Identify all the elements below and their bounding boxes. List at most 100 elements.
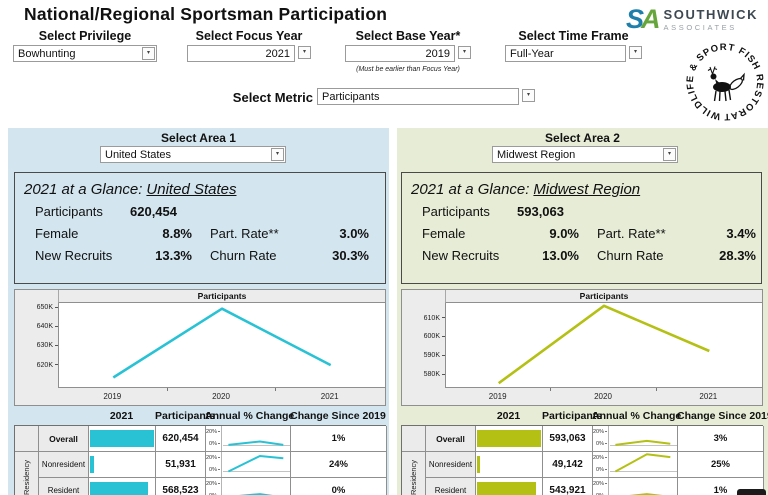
base-year-select[interactable]: 2019	[345, 45, 455, 62]
area1-value: United States	[105, 149, 172, 161]
sparkline-cell: 20% 0%	[206, 478, 291, 495]
glance-heading-area: Midwest Region	[533, 181, 641, 198]
chevron-down-icon[interactable]: ▾	[271, 148, 284, 161]
filter-time-frame: Select Time Frame Full-Year ▾	[505, 29, 642, 62]
sparkline	[610, 426, 677, 451]
cutoff-element[interactable]	[737, 489, 766, 495]
change-cell: 0%	[291, 478, 387, 495]
time-frame-select[interactable]: Full-Year	[505, 45, 626, 62]
part-rate-value: 3.0%	[339, 226, 369, 241]
spark-axis-bottom: 0%	[209, 493, 220, 495]
filter-privilege: Select Privilege Bowhunting ▾	[13, 29, 157, 62]
chevron-down-icon[interactable]: ▾	[522, 89, 535, 102]
metric-value: Participants	[322, 91, 380, 103]
participants-cell: 49,142	[543, 452, 593, 478]
new-recruits-value: 13.0%	[542, 248, 579, 263]
value-bar	[90, 482, 149, 495]
chevron-down-icon[interactable]: ▾	[663, 148, 676, 161]
spark-axis-top: 20%	[593, 481, 607, 487]
participants-cell: 543,921	[543, 478, 593, 495]
chevron-down-icon[interactable]: ▾	[458, 46, 471, 59]
focus-year-value: 2021	[265, 48, 290, 60]
col-header-participants: Participants	[155, 410, 216, 422]
area2-select[interactable]: Midwest Region ▾	[492, 146, 678, 163]
time-frame-label: Select Time Frame	[518, 29, 629, 43]
glance-box: 2021 at a Glance: United States Participa…	[14, 172, 386, 284]
focus-year-select[interactable]: 2021	[187, 45, 295, 62]
bar-cell	[476, 426, 543, 452]
chart-x-axis: 2019 2020 2021	[445, 388, 762, 405]
change-cell: 3%	[678, 426, 764, 452]
page-title: National/Regional Sportsman Participatio…	[24, 4, 388, 24]
chevron-down-icon[interactable]: ▾	[629, 46, 642, 59]
deer-icon	[707, 66, 732, 102]
participants-line-chart: Participants 610K 600K 590K 580K 2019 2020 20…	[401, 289, 763, 406]
area1-select[interactable]: United States ▾	[100, 146, 286, 163]
value-bar	[90, 456, 94, 473]
churn-rate-label: Churn Rate	[597, 248, 664, 263]
sparkline	[610, 452, 677, 477]
southwick-logo: SA SOUTHWICK ASSOCIATES	[626, 6, 758, 33]
chevron-down-icon[interactable]: ▾	[142, 47, 155, 60]
churn-rate-label: Churn Rate	[210, 248, 277, 263]
chevron-down-icon[interactable]: ▾	[298, 46, 311, 59]
group-label-residency: Residency	[402, 452, 426, 495]
participants-cell: 51,931	[156, 452, 206, 478]
spark-axis-bottom: 0%	[209, 467, 220, 473]
filter-base-year: Select Base Year* 2019 ▾ (Must be earlie…	[345, 29, 471, 73]
southwick-logo-name: SOUTHWICK	[663, 7, 759, 22]
row-label-nonresident[interactable]: Nonresident	[39, 452, 89, 478]
value-bar	[90, 430, 154, 447]
metrics-table: 2021 Participants Annual % Change Change…	[401, 409, 768, 495]
row-label-resident[interactable]: Resident	[426, 478, 476, 495]
spark-axis-top: 20%	[206, 429, 220, 435]
privilege-value: Bowhunting	[18, 48, 76, 60]
col-header-change-since: Change Since 2019	[677, 410, 768, 422]
glance-heading: 2021 at a Glance: United States	[24, 181, 385, 198]
spark-axis-bottom: 0%	[596, 493, 607, 495]
part-rate-label: Part. Rate**	[210, 226, 279, 241]
southwick-logo-subtitle: ASSOCIATES	[663, 23, 737, 32]
logo-letter-a: A	[641, 4, 660, 34]
area2-value: Midwest Region	[497, 149, 576, 161]
chart-y-axis: 650K 640K 630K 620K	[15, 303, 58, 388]
row-label-overall[interactable]: Overall	[39, 426, 89, 452]
spark-axis-bottom: 0%	[209, 441, 220, 447]
chart-title: Participants	[58, 290, 385, 303]
change-cell: 1%	[291, 426, 387, 452]
glance-heading-area: United States	[146, 181, 237, 198]
participants-line-chart: Participants 650K 640K 630K 620K 2019 2020 20…	[14, 289, 386, 406]
participants-value: 620,454	[130, 204, 177, 219]
focus-year-label: Select Focus Year	[195, 29, 303, 43]
metric-select[interactable]: Participants	[317, 88, 519, 105]
bar-cell	[89, 452, 156, 478]
value-bar	[477, 430, 541, 447]
area-panel-2: Select Area 2 Midwest Region ▾ 2021 at a…	[397, 128, 768, 495]
group-label-residency: Residency	[15, 452, 39, 495]
fish-icon	[729, 72, 745, 91]
female-value: 9.0%	[549, 226, 579, 241]
row-label-nonresident[interactable]: Nonresident	[426, 452, 476, 478]
row-label-overall[interactable]: Overall	[426, 426, 476, 452]
spark-axis-bottom: 0%	[596, 467, 607, 473]
spark-axis-top: 20%	[593, 455, 607, 461]
sparkline	[223, 426, 290, 451]
glance-heading-prefix: 2021 at a Glance:	[411, 181, 530, 198]
new-recruits-label: New Recruits	[422, 248, 500, 263]
new-recruits-label: New Recruits	[35, 248, 113, 263]
female-value: 8.8%	[162, 226, 192, 241]
bar-cell	[476, 478, 543, 495]
glance-heading: 2021 at a Glance: Midwest Region	[411, 181, 761, 198]
filter-focus-year: Select Focus Year 2021 ▾	[187, 29, 311, 62]
female-label: Female	[422, 226, 466, 241]
row-label-resident[interactable]: Resident	[39, 478, 89, 495]
area1-label: Select Area 1	[161, 131, 236, 145]
privilege-select[interactable]: Bowhunting ▾	[13, 45, 157, 62]
chart-y-axis: 610K 600K 590K 580K	[402, 303, 445, 388]
female-label: Female	[35, 226, 79, 241]
glance-heading-prefix: 2021 at a Glance:	[24, 181, 143, 198]
spark-axis-top: 20%	[206, 455, 220, 461]
participants-cell: 568,523	[156, 478, 206, 495]
spark-axis-bottom: 0%	[596, 441, 607, 447]
base-year-value: 2019	[425, 48, 450, 60]
